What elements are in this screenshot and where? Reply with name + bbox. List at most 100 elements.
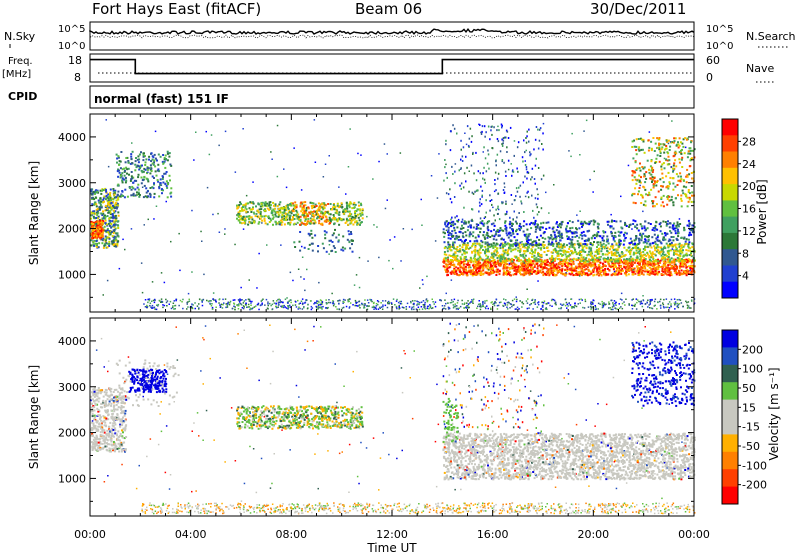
- echo-cell: [654, 234, 656, 236]
- echo-cell: [538, 167, 540, 169]
- echo-cell: [289, 215, 291, 217]
- echo-cell: [513, 171, 515, 173]
- freq-tick-high: 18: [68, 54, 82, 67]
- echo-cell: [104, 243, 106, 245]
- echo-cell: [648, 255, 650, 257]
- echo-cell: [523, 211, 525, 213]
- echo-cell: [278, 208, 280, 210]
- echo-cell: [499, 230, 501, 232]
- echo-cell: [95, 217, 97, 219]
- echo-cell: [641, 272, 643, 274]
- echo-cell: [451, 230, 453, 232]
- echo-cell: [151, 152, 153, 154]
- echo-cell: [453, 264, 455, 266]
- echo-cell: [661, 146, 663, 148]
- echo-cell: [445, 225, 447, 227]
- echo-cell: [478, 236, 480, 238]
- echo-cell: [542, 274, 544, 276]
- echo-cell: [500, 255, 502, 257]
- echo-cell: [559, 270, 561, 272]
- echo-cell: [103, 201, 105, 203]
- echo-cell: [347, 219, 349, 221]
- echo-cell: [655, 270, 657, 272]
- echo-cell: [555, 238, 557, 240]
- echo-cell: [691, 246, 693, 248]
- echo-cell: [546, 247, 548, 249]
- echo-cell: [497, 269, 499, 271]
- echo-cell: [523, 139, 525, 141]
- echo-cell: [493, 256, 495, 258]
- echo-cell: [362, 208, 364, 210]
- echo-cell: [547, 261, 549, 263]
- echo-cell: [90, 189, 92, 191]
- echo-cell: [543, 241, 545, 243]
- echo-cell: [465, 180, 467, 182]
- echo-cell: [117, 227, 119, 229]
- echo-cell: [672, 226, 674, 228]
- echo-cell: [141, 177, 143, 179]
- echo-cell: [326, 251, 328, 253]
- echo-cell: [280, 212, 282, 214]
- echo-cell: [604, 259, 606, 261]
- echo-cell: [659, 266, 661, 268]
- echo-cell: [289, 219, 291, 221]
- echo-cell: [661, 233, 663, 235]
- echo-cell: [640, 194, 642, 196]
- echo-cell: [488, 126, 490, 128]
- echo-cell: [601, 248, 603, 250]
- echo-cell: [510, 232, 512, 234]
- echo-cell: [639, 167, 641, 169]
- echo-cell: [569, 263, 571, 265]
- echo-cell: [112, 188, 114, 190]
- echo-cell: [101, 235, 103, 237]
- echo-cell: [511, 228, 513, 230]
- echo-cell: [464, 250, 466, 252]
- echo-cell: [495, 160, 497, 162]
- echo-cell: [637, 257, 639, 259]
- echo-cell: [644, 229, 646, 231]
- echo-cell: [663, 251, 665, 253]
- echo-cell: [652, 256, 654, 258]
- echo-cell: [687, 225, 689, 227]
- echo-cell: [454, 128, 456, 130]
- echo-cell: [570, 260, 572, 262]
- echo-cell: [566, 244, 568, 246]
- echo-cell: [299, 241, 301, 243]
- echo-cell: [248, 215, 250, 217]
- echo-cell: [620, 240, 622, 242]
- echo-cell: [480, 228, 482, 230]
- echo-cell: [460, 159, 462, 161]
- echo-cell: [502, 250, 504, 252]
- echo-cell: [448, 237, 450, 239]
- echo-cell: [687, 153, 689, 155]
- echo-cell: [515, 245, 517, 247]
- echo-cell: [507, 131, 509, 133]
- echo-cell: [157, 179, 159, 181]
- echo-cell: [342, 250, 344, 252]
- echo-cell: [348, 205, 350, 207]
- echo-cell: [239, 222, 241, 224]
- echo-cell: [461, 221, 463, 223]
- echo-cell: [117, 197, 119, 199]
- echo-cell: [675, 271, 677, 273]
- echo-cell: [566, 258, 568, 260]
- echo-cell: [528, 235, 530, 237]
- echo-cell: [632, 264, 634, 266]
- echo-cell: [542, 132, 544, 134]
- echo-cell: [477, 258, 479, 260]
- echo-cell: [556, 263, 558, 265]
- echo-cell: [638, 230, 640, 232]
- echo-cell: [613, 258, 615, 260]
- echo-cell: [101, 242, 103, 244]
- echo-cell: [104, 226, 106, 228]
- echo-cell: [674, 261, 676, 263]
- echo-cell: [535, 242, 537, 244]
- echo-cell: [511, 194, 512, 196]
- echo-cell: [595, 251, 597, 253]
- echo-cell: [352, 251, 354, 253]
- echo-cell: [516, 187, 518, 189]
- echo-cell: [691, 201, 693, 203]
- echo-cell: [677, 221, 679, 223]
- echo-cell: [636, 265, 638, 267]
- echo-cell: [542, 149, 544, 151]
